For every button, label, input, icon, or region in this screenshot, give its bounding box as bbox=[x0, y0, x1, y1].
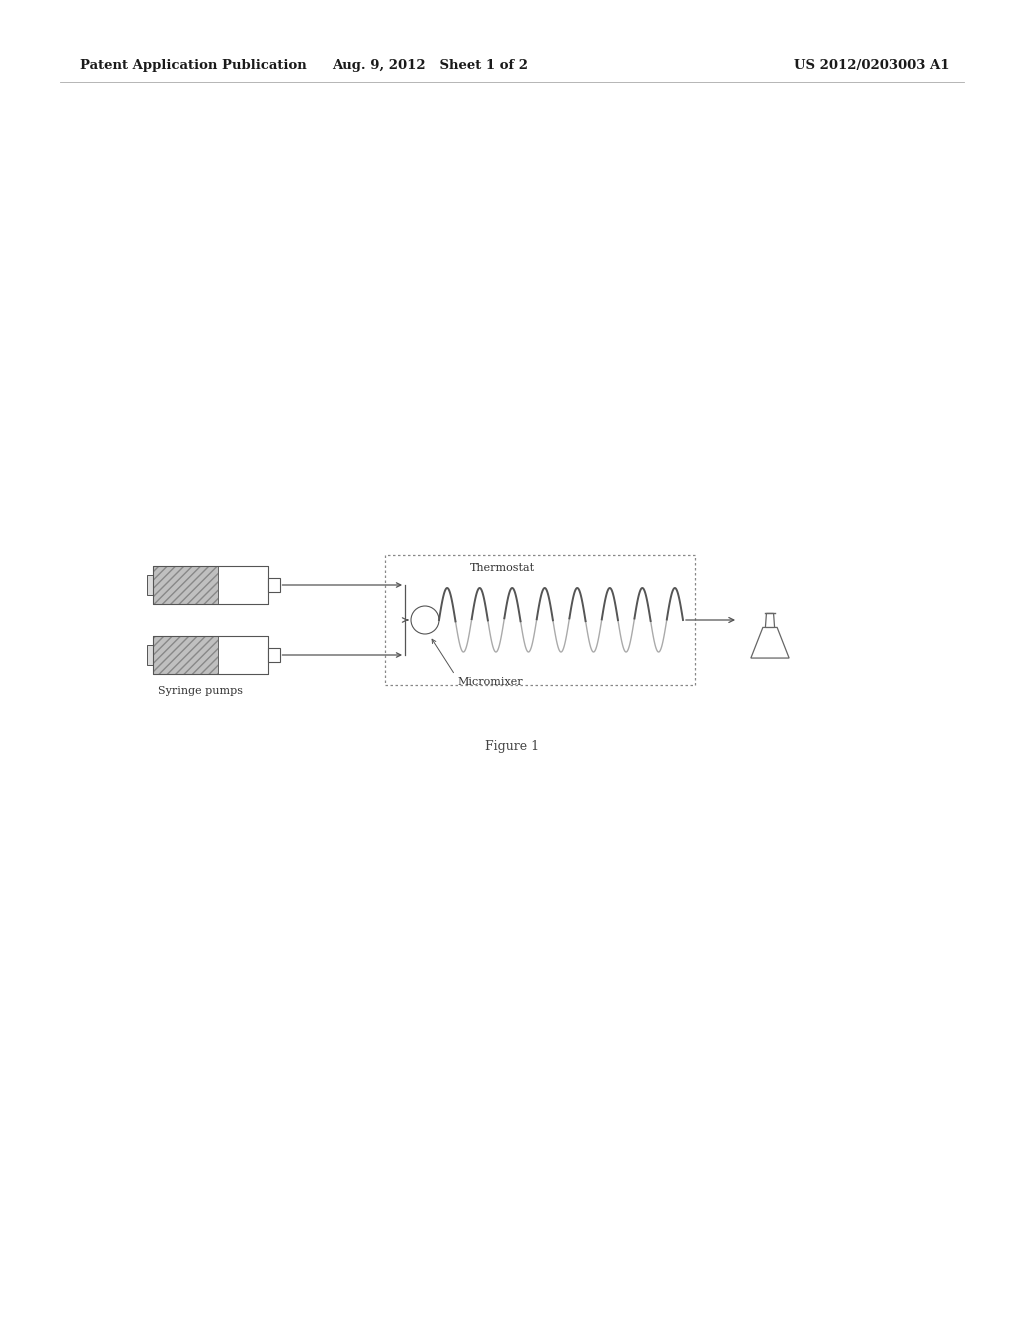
Text: Aug. 9, 2012   Sheet 1 of 2: Aug. 9, 2012 Sheet 1 of 2 bbox=[332, 58, 528, 71]
Text: Figure 1: Figure 1 bbox=[485, 741, 539, 752]
FancyBboxPatch shape bbox=[217, 566, 267, 605]
FancyBboxPatch shape bbox=[146, 644, 153, 665]
Text: Patent Application Publication: Patent Application Publication bbox=[80, 58, 307, 71]
Polygon shape bbox=[765, 614, 774, 627]
FancyBboxPatch shape bbox=[217, 636, 267, 675]
FancyBboxPatch shape bbox=[146, 574, 153, 595]
Text: Syringe pumps: Syringe pumps bbox=[158, 686, 243, 696]
FancyBboxPatch shape bbox=[267, 578, 280, 591]
Text: Micromixer: Micromixer bbox=[457, 677, 522, 686]
Circle shape bbox=[411, 606, 439, 634]
Text: US 2012/0203003 A1: US 2012/0203003 A1 bbox=[795, 58, 950, 71]
FancyBboxPatch shape bbox=[267, 648, 280, 663]
Text: Thermostat: Thermostat bbox=[470, 564, 536, 573]
FancyBboxPatch shape bbox=[153, 566, 217, 605]
FancyBboxPatch shape bbox=[153, 636, 217, 675]
Polygon shape bbox=[751, 627, 790, 659]
